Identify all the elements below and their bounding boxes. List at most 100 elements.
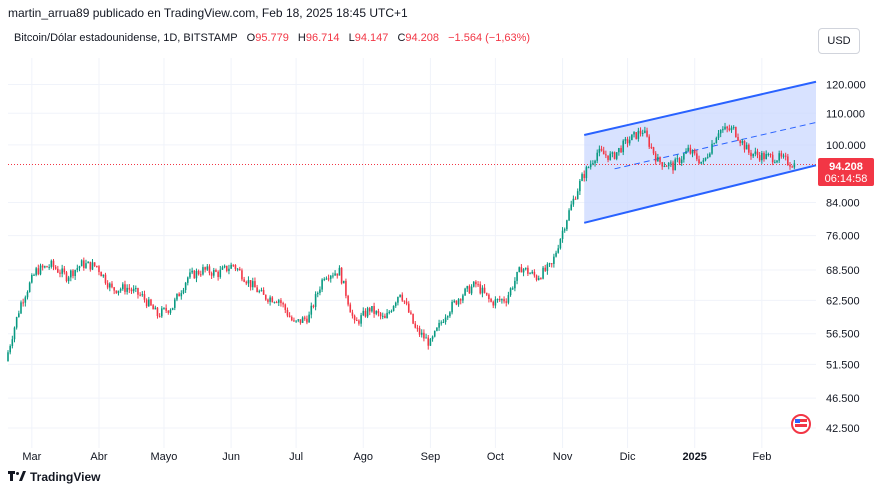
- candle: [548, 262, 551, 267]
- currency-button[interactable]: USD: [818, 28, 860, 54]
- candle: [126, 284, 128, 295]
- candle: [241, 268, 243, 282]
- candle: [767, 152, 770, 157]
- candle: [124, 280, 126, 295]
- flag-icon[interactable]: [791, 414, 811, 434]
- candle: [96, 265, 98, 268]
- candle: [457, 298, 460, 307]
- candle: [784, 152, 787, 161]
- candle: [581, 172, 583, 182]
- channel-upper-line[interactable]: [583, 80, 817, 137]
- candle: [48, 264, 50, 270]
- candle: [446, 315, 449, 320]
- candle: [215, 268, 217, 273]
- channel-mid-line[interactable]: [614, 121, 817, 170]
- x-tick-label: Nov: [553, 451, 573, 463]
- price-badge-price: 94.208: [829, 161, 863, 173]
- candles: [7, 122, 796, 362]
- candle: [236, 267, 239, 272]
- y-tick-label: 42.500: [826, 423, 860, 435]
- candle: [269, 295, 271, 306]
- candle: [531, 269, 534, 275]
- candle: [546, 262, 549, 275]
- x-tick-label: Dic: [620, 451, 636, 463]
- candle: [639, 127, 642, 137]
- y-tick-label: 120.000: [826, 79, 866, 91]
- candle: [238, 266, 241, 271]
- candle: [605, 150, 607, 159]
- candle: [15, 316, 18, 330]
- candle: [769, 153, 772, 158]
- candle: [726, 125, 728, 133]
- candle: [535, 274, 538, 282]
- candle: [481, 285, 484, 298]
- candle: [399, 294, 401, 298]
- candle: [104, 272, 107, 285]
- channel-fill: [584, 81, 816, 223]
- candle: [756, 148, 759, 159]
- candle: [212, 267, 215, 278]
- close-label: C: [397, 32, 406, 44]
- candle: [700, 161, 702, 165]
- candle: [672, 160, 674, 174]
- candle: [622, 139, 625, 156]
- candle: [689, 144, 692, 155]
- candle: [553, 253, 555, 268]
- candle: [633, 131, 635, 138]
- x-tick-label: Sep: [421, 451, 441, 463]
- candle: [425, 333, 427, 339]
- candle: [364, 308, 367, 318]
- candle: [371, 306, 373, 313]
- candle: [191, 267, 193, 275]
- candle: [210, 271, 213, 279]
- candle: [414, 321, 417, 329]
- candle: [303, 315, 306, 321]
- candle: [748, 143, 750, 156]
- candle: [763, 151, 765, 162]
- candle: [576, 188, 579, 200]
- candle: [267, 298, 269, 304]
- candle: [583, 170, 586, 182]
- candle: [732, 125, 735, 130]
- candle: [501, 298, 503, 304]
- candle: [520, 264, 523, 273]
- candle: [251, 277, 254, 291]
- candle: [204, 266, 206, 273]
- candle: [431, 335, 434, 342]
- candle: [329, 274, 332, 283]
- candle: [72, 269, 74, 279]
- candle: [416, 324, 419, 332]
- change-value: −1.564 (−1,63%): [448, 32, 531, 44]
- candle: [468, 284, 471, 294]
- candle: [665, 165, 668, 167]
- candle: [611, 151, 614, 158]
- candle: [87, 261, 89, 264]
- candle: [628, 136, 631, 146]
- candle: [111, 281, 113, 289]
- low-value: 94.147: [354, 32, 389, 44]
- candle: [130, 287, 133, 294]
- candle: [308, 311, 310, 323]
- candle: [37, 264, 40, 276]
- candle: [35, 266, 37, 277]
- tradingview-footer[interactable]: TradingView: [8, 470, 100, 484]
- candle: [709, 152, 711, 158]
- candle: [306, 315, 308, 325]
- channel-lower-line[interactable]: [583, 164, 817, 224]
- candle: [178, 292, 180, 297]
- x-tick-label: Mar: [22, 451, 41, 463]
- candle: [264, 294, 267, 301]
- candle: [778, 150, 780, 164]
- candle: [234, 264, 237, 272]
- candle: [626, 136, 629, 148]
- candle: [657, 153, 659, 162]
- candle: [314, 291, 317, 311]
- candle: [453, 299, 456, 304]
- candle: [652, 146, 655, 156]
- candle: [332, 272, 334, 279]
- candle: [641, 129, 644, 137]
- candle: [167, 310, 170, 315]
- candle: [507, 291, 510, 305]
- candle: [563, 227, 566, 233]
